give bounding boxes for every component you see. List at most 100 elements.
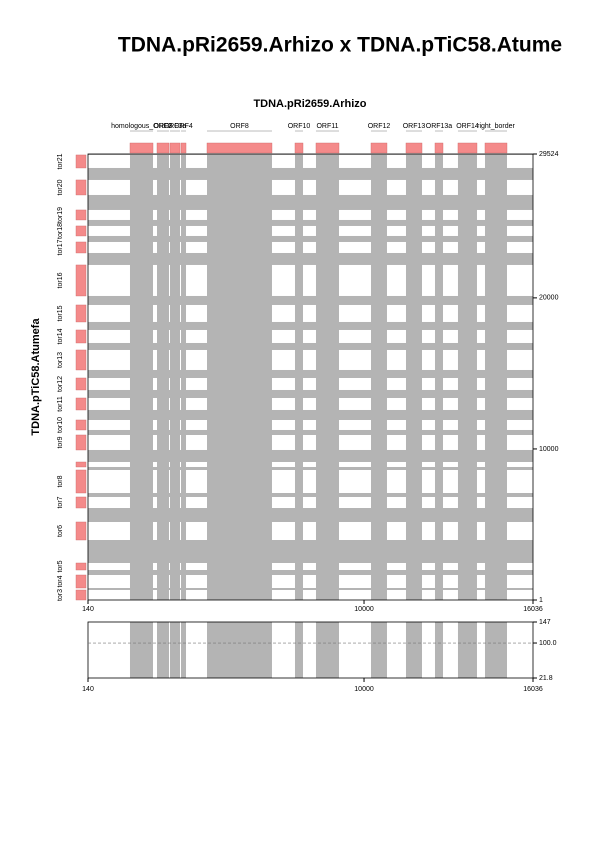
y-feature	[75, 241, 87, 254]
feature-column	[315, 622, 339, 678]
band	[88, 295, 533, 305]
feature-column	[207, 622, 272, 678]
y-feature-label: tor10	[57, 417, 64, 433]
feature-column	[484, 154, 507, 600]
y-tick-label: 10000	[539, 446, 559, 453]
y-feature-label: tor11	[57, 396, 64, 412]
feature-column	[370, 154, 387, 600]
band	[88, 492, 533, 497]
x-tick-label: 10000	[354, 606, 374, 613]
x-tick-label: 140	[82, 686, 94, 693]
band	[88, 252, 533, 265]
x-feature	[370, 142, 388, 154]
y-feature	[75, 349, 87, 371]
y-feature	[75, 419, 87, 431]
y-feature-label: tor15	[57, 305, 64, 321]
band	[88, 342, 533, 350]
feature-column	[457, 154, 477, 600]
y-feature-label: tor6	[57, 525, 64, 537]
feature-column	[294, 622, 303, 678]
feature-column	[405, 622, 423, 678]
y-feature-label: tor20	[57, 179, 64, 195]
x-feature-label: ORF4	[174, 123, 193, 130]
y-tick-label: 1	[539, 597, 543, 604]
feature-column	[129, 622, 154, 678]
band	[88, 235, 533, 242]
band	[88, 569, 533, 575]
y-feature-label: tor17	[57, 239, 64, 255]
x-tick-label: 140	[82, 606, 94, 613]
y-feature	[75, 562, 87, 571]
y-feature	[75, 496, 87, 509]
feature-column	[294, 154, 303, 600]
x-axis-label: TDNA.pRi2659.Arhizo	[253, 98, 366, 110]
y-feature-label: tor9	[57, 436, 64, 448]
x-feature-label: right_border	[477, 123, 515, 130]
y-feature	[75, 304, 87, 323]
band	[88, 167, 533, 180]
y-axis-label: TDNA.pTiC58.Atumefa	[30, 318, 42, 436]
y-feature	[75, 397, 87, 411]
band	[88, 321, 533, 330]
x-feature	[484, 142, 508, 154]
y-feature-label: tor4	[57, 575, 64, 587]
feature-column	[370, 622, 387, 678]
y-feature-label: tor18	[57, 223, 64, 239]
y-tick-label: 21.8	[539, 675, 553, 682]
x-feature	[180, 142, 187, 154]
x-tick-label: 10000	[354, 686, 374, 693]
x-feature	[294, 142, 304, 154]
feature-column	[434, 154, 443, 600]
x-feature-label: ORF13a	[426, 123, 453, 130]
feature-column	[180, 622, 187, 678]
x-feature	[206, 142, 273, 154]
y-feature	[75, 154, 87, 169]
band	[88, 429, 533, 435]
band	[88, 154, 533, 155]
x-feature-label: ORF10	[288, 123, 311, 130]
inset-frame	[87, 621, 534, 679]
y-feature-label: tor14	[57, 328, 64, 344]
x-feature-label: ORF3a	[164, 123, 187, 130]
y-feature	[75, 434, 87, 451]
y-feature	[75, 377, 87, 391]
band	[88, 588, 533, 590]
feature-column	[169, 622, 180, 678]
feature-column	[484, 622, 507, 678]
y-tick-label: 100.0	[539, 640, 557, 647]
feature-column	[157, 154, 169, 600]
x-feature-label: ORF11	[316, 123, 338, 130]
y-feature	[75, 461, 87, 468]
x-feature	[129, 142, 154, 154]
band	[88, 369, 533, 378]
y-feature-label: tor13	[57, 352, 64, 368]
feature-column	[169, 154, 180, 600]
y-tick-label: 29524	[539, 151, 559, 158]
band	[88, 466, 533, 470]
y-feature-label: tor8	[57, 475, 64, 487]
y-feature-label: tor21	[57, 153, 64, 169]
y-feature	[75, 264, 87, 297]
y-feature	[75, 469, 87, 494]
x-tick-label: 16036	[523, 606, 543, 613]
band	[88, 219, 533, 226]
x-tick-label: 16036	[523, 686, 543, 693]
x-feature-label: ORF13	[403, 123, 426, 130]
chart-title: TDNA.pRi2659.Arhizo x TDNA.pTiC58.Atume	[118, 34, 562, 57]
x-feature-label: ORF14	[456, 123, 479, 130]
y-tick-label: 147	[539, 619, 551, 626]
y-feature	[75, 574, 87, 589]
y-feature	[75, 589, 87, 601]
x-feature	[156, 142, 170, 154]
band	[88, 409, 533, 420]
y-feature-label: tor19	[57, 207, 64, 223]
y-feature-label: tor3	[57, 589, 64, 601]
y-feature	[75, 225, 87, 237]
plot-frame	[87, 153, 534, 601]
y-feature-label: tor16	[57, 272, 64, 288]
x-feature	[315, 142, 340, 154]
y-feature	[75, 329, 87, 344]
feature-column	[434, 622, 443, 678]
